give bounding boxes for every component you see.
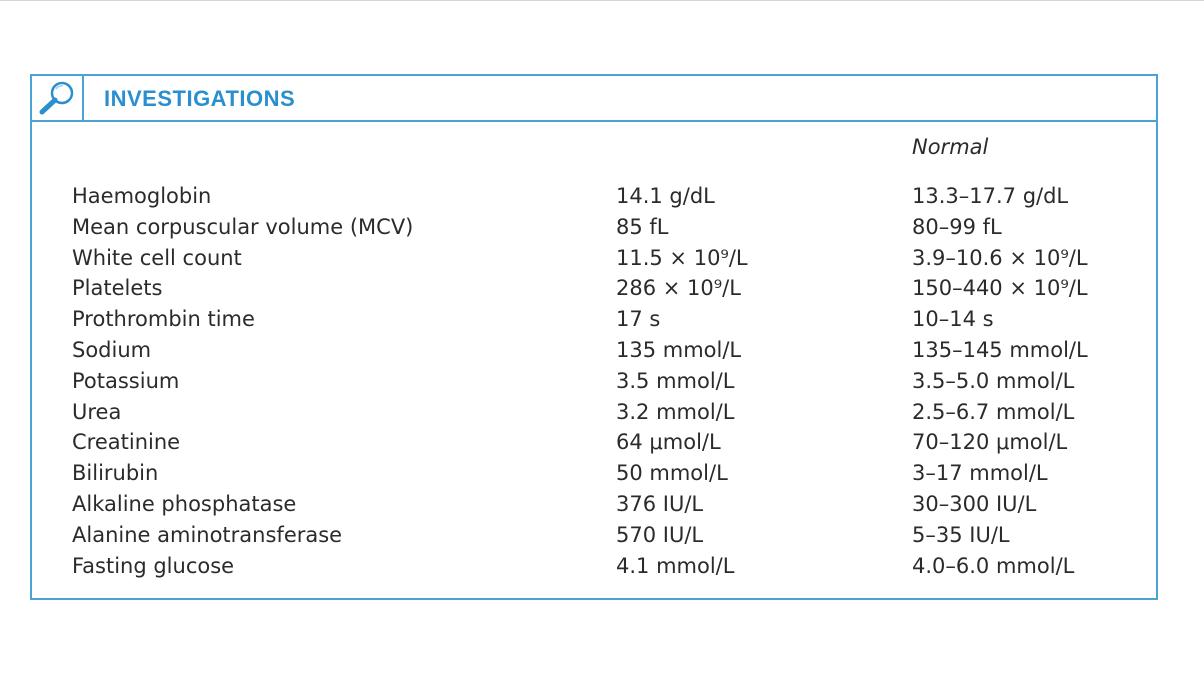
normal-range: 3.9–10.6 × 10⁹/L — [912, 245, 1088, 270]
table-row: Haemoglobin 14.1 g/dL 13.3–17.7 g/dL — [32, 181, 1156, 212]
box-header: INVESTIGATIONS — [32, 76, 1156, 122]
investigations-table: Haemoglobin 14.1 g/dL 13.3–17.7 g/dL Mean c… — [32, 181, 1156, 581]
test-value: 135 mmol/L — [616, 337, 742, 362]
test-value: 3.5 mmol/L — [616, 368, 735, 393]
table-row: Sodium 135 mmol/L 135–145 mmol/L — [32, 335, 1156, 366]
test-name: Bilirubin — [72, 461, 159, 486]
test-value: 64 μmol/L — [616, 430, 721, 455]
test-name: Fasting glucose — [72, 553, 235, 578]
table-row: Urea 3.2 mmol/L 2.5–6.7 mmol/L — [32, 397, 1156, 428]
normal-range: 2.5–6.7 mmol/L — [912, 399, 1075, 424]
test-value: 11.5 × 10⁹/L — [616, 245, 748, 270]
normal-range: 70–120 μmol/L — [912, 430, 1068, 455]
normal-range: 135–145 mmol/L — [912, 337, 1088, 362]
test-value: 50 mmol/L — [616, 461, 728, 486]
test-name: Alkaline phosphatase — [72, 491, 297, 516]
normal-range: 5–35 IU/L — [912, 522, 1010, 547]
test-name: Sodium — [72, 337, 152, 362]
test-value: 376 IU/L — [616, 491, 704, 516]
table-row: Alanine aminotransferase 570 IU/L 5–35 IU/… — [32, 520, 1156, 551]
normal-range: 3.5–5.0 mmol/L — [912, 368, 1075, 393]
test-name: Potassium — [72, 368, 180, 393]
normal-range: 13.3–17.7 g/dL — [912, 184, 1069, 208]
normal-range: 150–440 × 10⁹/L — [912, 276, 1088, 301]
test-name: Creatinine — [72, 430, 181, 455]
normal-range: 30–300 IU/L — [912, 491, 1037, 516]
test-value: 286 × 10⁹/L — [616, 276, 741, 301]
test-value: 17 s — [616, 307, 661, 332]
table-row: Fasting glucose 4.1 mmol/L 4.0–6.0 mmol/L — [32, 551, 1156, 582]
box-title: INVESTIGATIONS — [104, 86, 296, 111]
test-value: 3.2 mmol/L — [616, 399, 735, 424]
table-row: Mean corpuscular volume (MCV) 85 fL 80–99 … — [32, 212, 1156, 243]
icon-frame — [32, 76, 84, 120]
test-value: 14.1 g/dL — [616, 184, 715, 208]
normal-range: 3–17 mmol/L — [912, 461, 1048, 486]
test-name: Mean corpuscular volume (MCV) — [72, 214, 414, 239]
test-name: Platelets — [72, 276, 163, 301]
investigations-box: INVESTIGATIONS Normal Haemoglobin 14.1 g/… — [30, 74, 1158, 600]
table-row: White cell count 11.5 × 10⁹/L 3.9–10.6 × 1… — [32, 243, 1156, 274]
test-value: 4.1 mmol/L — [616, 553, 735, 578]
test-name: Prothrombin time — [72, 307, 255, 332]
test-name: Alanine aminotransferase — [72, 522, 343, 547]
test-name: White cell count — [72, 245, 242, 270]
normal-range: 80–99 fL — [912, 214, 1002, 239]
table-row: Bilirubin 50 mmol/L 3–17 mmol/L — [32, 458, 1156, 489]
table-row: Platelets 286 × 10⁹/L 150–440 × 10⁹/L — [32, 273, 1156, 304]
test-name: Haemoglobin — [72, 184, 212, 208]
table-row: Creatinine 64 μmol/L 70–120 μmol/L — [32, 427, 1156, 458]
table-row: Alkaline phosphatase 376 IU/L 30–300 IU/L — [32, 489, 1156, 520]
test-value: 85 fL — [616, 214, 669, 239]
table-row: Prothrombin time 17 s 10–14 s — [32, 304, 1156, 335]
magnifier-icon — [39, 81, 74, 115]
test-value: 570 IU/L — [616, 522, 704, 547]
table-row: Potassium 3.5 mmol/L 3.5–5.0 mmol/L — [32, 366, 1156, 397]
normal-column-heading: Normal — [912, 135, 989, 159]
normal-range: 10–14 s — [912, 307, 994, 332]
normal-range: 4.0–6.0 mmol/L — [912, 553, 1075, 578]
test-name: Urea — [72, 399, 122, 424]
